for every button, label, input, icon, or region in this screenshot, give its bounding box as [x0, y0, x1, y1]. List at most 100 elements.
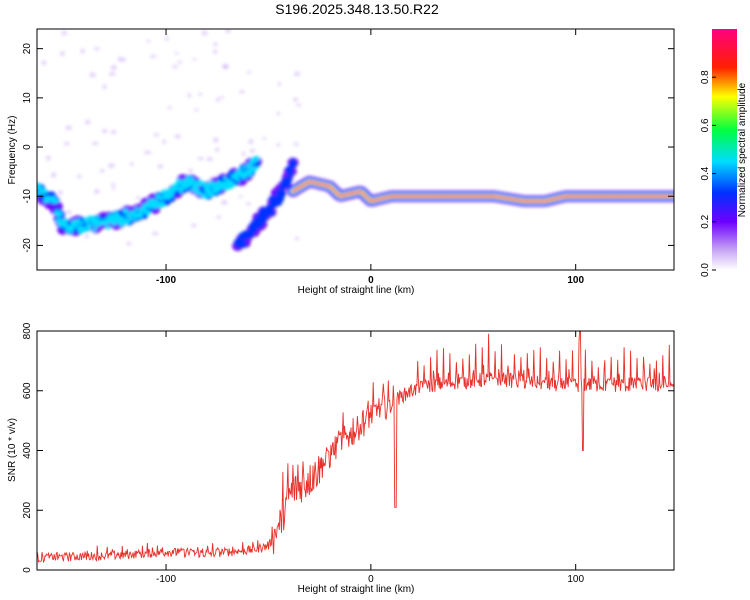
spectral-blob [630, 195, 634, 198]
y-tick-label: 200 [22, 501, 33, 518]
x-tick-label: -100 [156, 574, 176, 585]
noise-dot [41, 60, 47, 66]
noise-dot [129, 162, 134, 166]
spectral-blob [590, 195, 593, 198]
spectral-blob [180, 186, 185, 191]
noise-dot [241, 151, 246, 157]
spectral-blob [490, 195, 494, 198]
colorbar-tick-label: 0.2 [700, 214, 711, 228]
noise-dot [201, 30, 208, 36]
spectral-blob [616, 195, 619, 198]
snr-y-label: SNR (10 * v/v) [7, 418, 18, 482]
spectral-blob [614, 195, 617, 198]
noise-dot [65, 210, 73, 215]
spectral-blob [108, 214, 113, 219]
spectral-blob [481, 195, 485, 198]
spectral-blob [85, 223, 92, 229]
x-tick-label: 0 [368, 574, 374, 585]
spectral-blob [487, 195, 490, 198]
spectral-blob [235, 238, 240, 242]
noise-dot [165, 36, 169, 41]
spectral-blob [138, 209, 143, 214]
spectral-blob [201, 193, 208, 199]
y-tick-label: 400 [22, 442, 33, 459]
spectral-blob [66, 225, 71, 229]
spectral-blob [281, 191, 286, 196]
colorbar-tick-label: 0.4 [700, 166, 711, 180]
spectral-blob [272, 195, 277, 199]
spectral-blob [137, 212, 144, 219]
noise-dot [46, 155, 51, 161]
spectral-blob [476, 195, 479, 198]
spectral-blob [234, 171, 239, 176]
spectral-blob [595, 195, 599, 198]
noise-dot [197, 156, 204, 161]
spectral-blob [479, 195, 483, 198]
spectral-blob [428, 195, 431, 198]
snr-series-line [37, 331, 674, 564]
spectral-blob [582, 195, 586, 198]
spectral-blob [623, 195, 627, 198]
spectral-blob [446, 195, 450, 198]
spectral-blob [605, 195, 608, 198]
y-tick-label: 600 [22, 382, 33, 399]
noise-dot [76, 174, 82, 179]
spectrogram-blobs [37, 29, 674, 252]
snr-panel: -100 0 100 0 200 400 600 800 Height of straight… [7, 322, 675, 595]
spectrogram-x-label: Height of straight line (km) [298, 285, 415, 296]
spectral-blob [195, 183, 200, 187]
spectral-blob [656, 195, 660, 198]
y-tick-label: 800 [22, 322, 33, 339]
spectral-blob [152, 204, 157, 209]
spectral-blob [662, 195, 665, 198]
spectral-blob [597, 195, 601, 198]
spectral-blob [665, 195, 669, 198]
spectral-blob [160, 196, 165, 201]
spectral-blob [112, 222, 117, 226]
spectral-blob [632, 195, 636, 198]
noise-dot [188, 168, 194, 173]
spectral-blob [485, 195, 488, 198]
noise-dot [206, 156, 213, 162]
colorbar-tick-label: 0.8 [700, 70, 711, 84]
spectral-blob [453, 195, 457, 198]
spectral-blob [361, 192, 365, 195]
spectral-blob [141, 206, 146, 210]
spectral-blob [241, 166, 246, 170]
noise-dot [176, 60, 183, 64]
noise-dot [110, 183, 116, 187]
noise-dot [145, 39, 151, 43]
noise-dot [222, 63, 229, 70]
spectral-blob [463, 195, 466, 198]
spectral-blob [540, 199, 544, 203]
spectral-blob [564, 195, 568, 198]
noise-dot [220, 96, 225, 99]
colorbar-tick-label: 0.6 [700, 118, 711, 132]
noise-dot [175, 52, 179, 55]
spectral-blob [398, 195, 402, 198]
spectral-blob [612, 195, 616, 198]
spectral-blob [472, 195, 476, 198]
spectral-blob [86, 227, 91, 232]
spectral-blob [407, 195, 411, 198]
spectral-blob [523, 199, 527, 203]
spectral-blob [435, 195, 439, 198]
spectral-blob [640, 195, 643, 198]
spectral-blob [536, 199, 540, 203]
noise-dot [152, 231, 159, 236]
y-tick-label: 20 [22, 43, 33, 55]
noise-dot [167, 106, 173, 109]
noise-dot [239, 89, 245, 94]
noise-dot [157, 164, 164, 169]
spectral-blob [588, 195, 592, 198]
spectral-blob [444, 195, 448, 198]
noise-dot [171, 64, 179, 69]
spectral-blob [664, 195, 667, 198]
spectral-blob [248, 164, 253, 169]
spectral-blob [608, 195, 612, 198]
spectral-blob [330, 186, 334, 190]
noise-dot [89, 72, 96, 78]
spectral-blob [575, 195, 579, 198]
spectrogram-frame [36, 28, 675, 271]
noise-dot [193, 108, 199, 112]
